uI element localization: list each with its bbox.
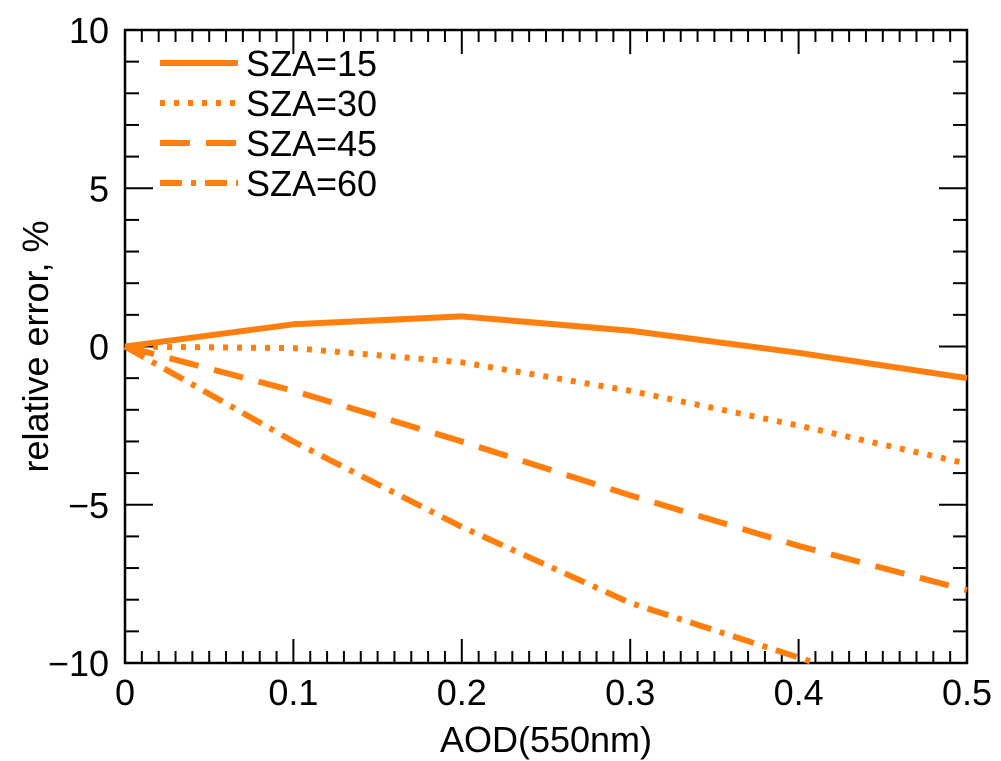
x-axis-label: AOD(550nm): [440, 719, 652, 760]
series-layer: [123, 313, 968, 666]
legend-label-4: SZA=60: [246, 163, 377, 204]
series-line-3: [124, 343, 968, 594]
y-tick-label: 0: [89, 327, 109, 368]
tick-labels: 0 0.1 0.2 0.3 0.4 0.5 10 5 0 −5 −10: [48, 10, 992, 713]
x-tick-label: 0: [115, 672, 135, 713]
x-tick-label: 0.4: [774, 672, 824, 713]
series-line-2: [124, 343, 968, 467]
legend-label-1: SZA=15: [246, 43, 377, 84]
y-tick-label: 5: [89, 168, 109, 209]
series-line-1: [124, 313, 968, 382]
x-tick-label: 0.2: [437, 672, 487, 713]
y-tick-label: −5: [68, 485, 109, 526]
legend-label-2: SZA=30: [246, 83, 377, 124]
x-tick-label: 0.1: [268, 672, 318, 713]
x-tick-label: 0.3: [605, 672, 655, 713]
y-tick-label: −10: [48, 643, 109, 684]
legend-label-3: SZA=45: [246, 123, 377, 164]
y-axis-label: relative error, %: [15, 220, 56, 472]
x-tick-label: 0.5: [942, 672, 992, 713]
series-line-4: [123, 343, 817, 666]
y-tick-label: 10: [69, 10, 109, 51]
